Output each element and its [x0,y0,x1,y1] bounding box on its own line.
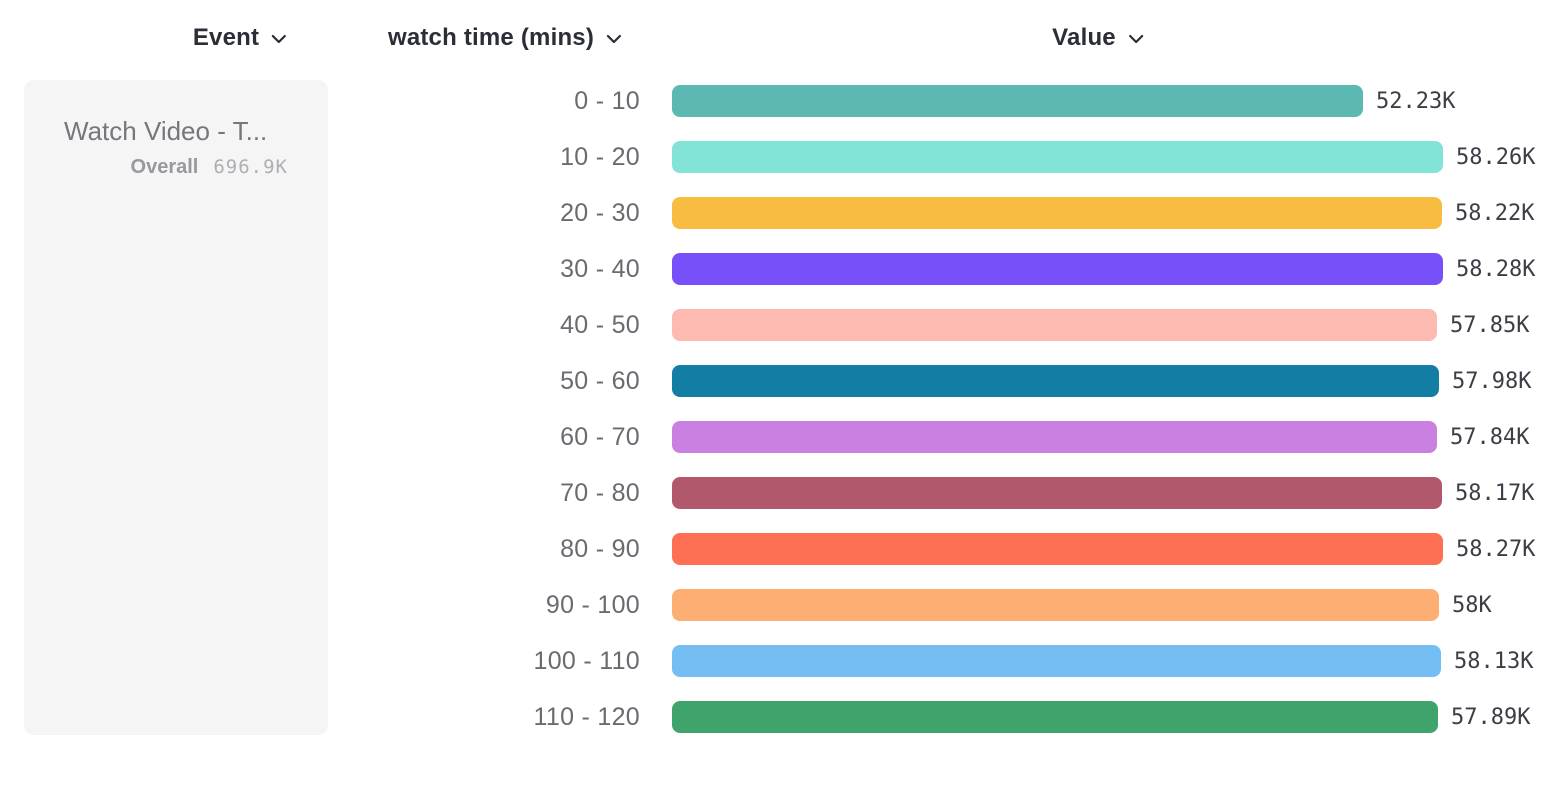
value-label: 58.13K [1454,648,1534,674]
bar-row: 70 - 80 58.17K [0,465,1568,521]
value-label: 58.28K [1456,256,1536,282]
category-label: 60 - 70 [560,422,640,451]
bar-area: 58.13K [672,645,1568,677]
bar-row: 0 - 10 52.23K [0,73,1568,129]
category-label: 40 - 50 [560,310,640,339]
overall-row: Overall 696.9K [64,156,288,179]
bar-row: 20 - 30 58.22K [0,185,1568,241]
bar-area: 58.26K [672,141,1568,173]
bar-chart: 0 - 10 52.23K 10 - 20 58.26K 20 - 30 58.… [0,73,1568,745]
bar[interactable] [672,85,1363,117]
value-label: 58.27K [1456,536,1536,562]
bar-area: 58.28K [672,253,1568,285]
event-column-dropdown[interactable]: Event [193,24,287,52]
category-label: 110 - 120 [533,702,640,731]
bar[interactable] [672,197,1442,229]
bar-area: 57.85K [672,309,1568,341]
category-label: 70 - 80 [560,478,640,507]
value-column-label: Value [1052,24,1116,51]
category-label: 0 - 10 [574,86,640,115]
bar[interactable] [672,253,1443,285]
bar[interactable] [672,141,1443,173]
bar[interactable] [672,589,1439,621]
bar-area: 57.84K [672,421,1568,453]
value-label: 52.23K [1376,88,1456,114]
overall-value: 696.9K [213,156,288,178]
bar-area: 57.89K [672,701,1568,733]
bar[interactable] [672,421,1437,453]
bar-row: 30 - 40 58.28K [0,241,1568,297]
category-label: 90 - 100 [545,590,640,619]
bar-row: 90 - 100 58K [0,577,1568,633]
category-label: 50 - 60 [560,366,640,395]
category-label: 80 - 90 [560,534,640,563]
bar-area: 57.98K [672,365,1568,397]
value-label: 57.89K [1451,704,1531,730]
value-label: 57.98K [1452,368,1532,394]
value-label: 58.17K [1455,480,1535,506]
event-legend-card[interactable]: Watch Video - T... Overall 696.9K [24,80,328,735]
bar-area: 58.17K [672,477,1568,509]
category-label: 20 - 30 [560,198,640,227]
bar[interactable] [672,365,1439,397]
bar-area: 52.23K [672,85,1568,117]
bar-row: 10 - 20 58.26K [0,129,1568,185]
bar-row: 50 - 60 57.98K [0,353,1568,409]
bar[interactable] [672,309,1437,341]
value-column-dropdown[interactable]: Value [1052,24,1144,52]
value-label: 58.22K [1455,200,1535,226]
chevron-down-icon [271,31,287,45]
category-label: 100 - 110 [533,646,640,675]
chevron-down-icon [1128,31,1144,45]
value-label: 57.84K [1450,424,1530,450]
value-label: 58K [1452,592,1492,618]
bar[interactable] [672,701,1438,733]
value-label: 58.26K [1456,144,1536,170]
bar[interactable] [672,533,1443,565]
bar[interactable] [672,477,1442,509]
overall-label: Overall [130,156,199,178]
breakdown-column-label: watch time (mins) [387,24,595,51]
bar-row: 60 - 70 57.84K [0,409,1568,465]
breakdown-column-dropdown[interactable]: watch time (mins) [388,24,622,52]
bar-row: 100 - 110 58.13K [0,633,1568,689]
event-column-label: Event [192,24,260,51]
bar-row: 110 - 120 57.89K [0,689,1568,745]
event-name: Watch Video - T... [64,116,268,146]
category-label: 30 - 40 [560,254,640,283]
category-label: 10 - 20 [560,142,640,171]
value-label: 57.85K [1450,312,1530,338]
bar-row: 40 - 50 57.85K [0,297,1568,353]
chevron-down-icon [606,31,622,45]
bar-area: 58K [672,589,1568,621]
bar[interactable] [672,645,1441,677]
bar-area: 58.22K [672,197,1568,229]
bar-area: 58.27K [672,533,1568,565]
bar-row: 80 - 90 58.27K [0,521,1568,577]
